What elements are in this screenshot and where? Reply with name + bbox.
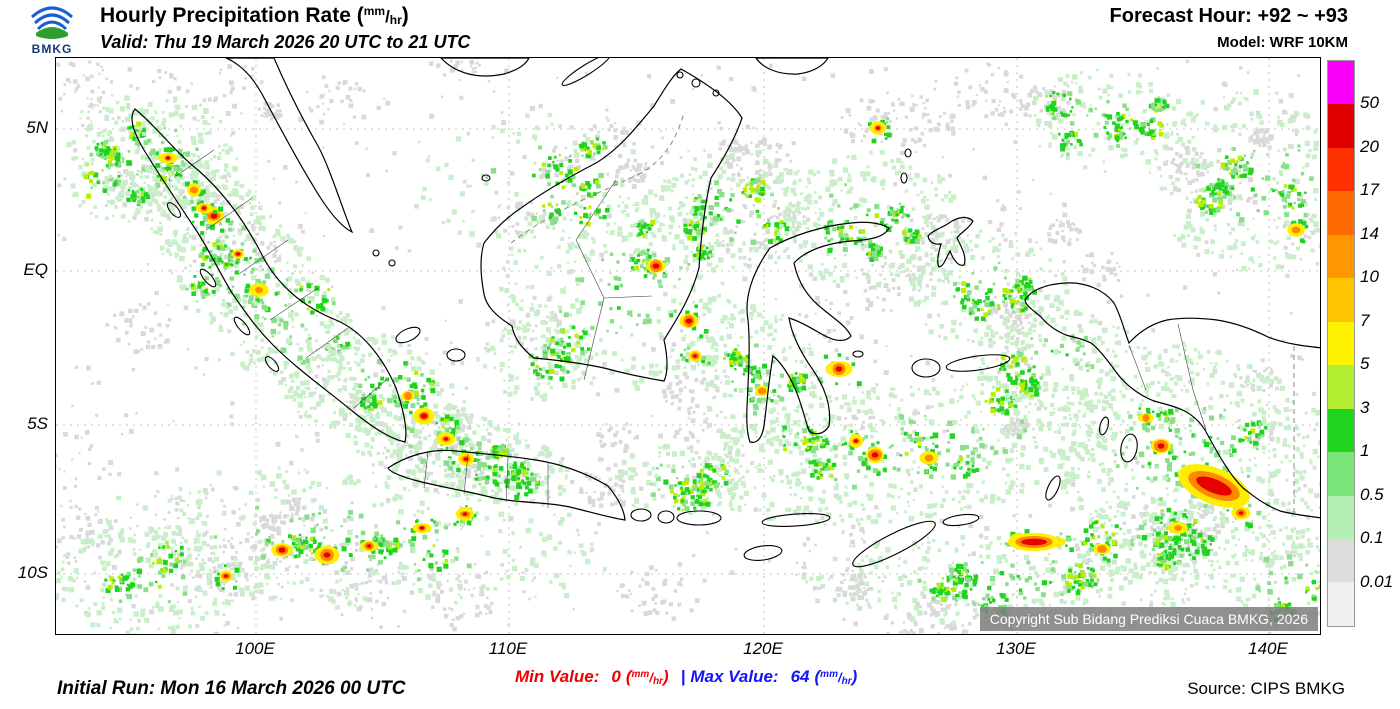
island-outline	[852, 520, 936, 568]
island-outline	[676, 71, 684, 79]
island-outline	[388, 259, 396, 267]
title-text: Hourly Precipitation Rate	[100, 4, 357, 27]
coastline-path	[927, 216, 974, 268]
legend-color-swatch	[1328, 61, 1354, 105]
legend-color-swatch	[1328, 365, 1354, 409]
legend-color-swatch	[1328, 191, 1354, 235]
initial-run-text: Initial Run: Mon 16 March 2026 00 UTC	[57, 678, 406, 699]
bmkg-logo-block: BMKG	[14, 3, 90, 56]
forecast-hour-text: Forecast Hour: +92 ~ +93	[1109, 5, 1348, 27]
legend-value: 0.1	[1360, 528, 1384, 548]
island-outline	[264, 356, 280, 372]
bmkg-logo-icon	[30, 6, 74, 39]
lon-label: 120E	[743, 639, 783, 658]
precipitation-map	[56, 58, 1320, 634]
island-outline	[942, 513, 980, 527]
coastlines	[131, 58, 1320, 568]
island-outline	[945, 354, 1011, 372]
legend-value: 10	[1360, 267, 1379, 287]
title-unit: (mm/hr)	[356, 4, 409, 27]
coastline-path	[440, 58, 530, 77]
min-value-label: Min Value:	[515, 667, 600, 686]
min-value: 0	[611, 667, 621, 686]
lat-label: 10S	[17, 563, 48, 582]
precipitation-legend	[1327, 60, 1355, 627]
coastline-path	[755, 58, 829, 75]
legend-value: 20	[1360, 136, 1379, 156]
legend-value: 1	[1360, 441, 1370, 461]
max-value-label: Max Value:	[690, 667, 779, 686]
island-outline	[676, 510, 722, 526]
heavy-rain-cells	[155, 117, 1309, 590]
coastline-path	[1024, 282, 1320, 519]
legend-value: 0.5	[1360, 484, 1384, 504]
legend-color-swatch	[1328, 452, 1354, 496]
legend-color-swatch	[1328, 408, 1354, 453]
admin-borders	[175, 112, 1295, 516]
legend-color-swatch	[1328, 538, 1354, 583]
legend-value: 7	[1360, 310, 1370, 330]
island-outline	[561, 58, 611, 86]
legend-color-swatch	[1328, 278, 1354, 322]
island-outline	[630, 508, 652, 522]
island-outline	[712, 89, 720, 97]
island-outline	[481, 174, 491, 182]
island-outline	[199, 268, 217, 288]
rain-areas	[56, 68, 1320, 634]
island-outline	[166, 202, 182, 218]
legend-value: 50	[1360, 93, 1379, 113]
legend-color-swatch	[1328, 104, 1354, 148]
bmkg-logo-text: BMKG	[31, 42, 73, 56]
lon-label: 130E	[996, 639, 1036, 658]
island-outline	[1120, 433, 1138, 463]
island-outline	[446, 348, 466, 362]
coastline-path	[387, 449, 626, 521]
valid-time-text: Valid: Thu 19 March 2026 20 UTC to 21 UT…	[100, 32, 471, 52]
island-outline	[904, 148, 912, 158]
legend-color-swatch	[1328, 495, 1354, 539]
model-text: Model: WRF 10KM	[1217, 34, 1348, 51]
legend-value: 14	[1360, 223, 1379, 243]
legend-value: 0.01	[1360, 571, 1394, 591]
island-outline	[395, 326, 421, 344]
lon-label: 100E	[235, 639, 275, 658]
legend-value: 17	[1360, 180, 1379, 200]
legend-color-swatch	[1328, 582, 1354, 626]
map-frame: Copyright Sub Bidang Prediksi Cuaca BMKG…	[55, 57, 1321, 635]
max-value: 64	[790, 667, 810, 686]
island-outline	[900, 172, 908, 184]
lon-label: 140E	[1248, 639, 1288, 658]
coastline-path	[746, 221, 890, 443]
island-outline	[233, 316, 251, 336]
page-title: Hourly Precipitation Rate (mm/hr)	[100, 4, 409, 28]
legend-color-swatch	[1328, 321, 1354, 366]
source-text: Source: CIPS BMKG	[1187, 679, 1345, 698]
island-outline	[761, 513, 831, 527]
lon-label: 110E	[488, 639, 528, 658]
copyright-text: Copyright Sub Bidang Prediksi Cuaca BMKG…	[979, 607, 1318, 631]
coastline-path	[131, 108, 407, 443]
legend-color-swatch	[1328, 147, 1354, 192]
lat-label: 5N	[26, 118, 48, 137]
separator: |	[680, 667, 686, 686]
legend-color-swatch	[1328, 234, 1354, 279]
island-outline	[852, 350, 864, 358]
coastline-path	[225, 58, 354, 234]
min-unit: (mm/hr)	[625, 667, 669, 687]
max-unit: (mm/hr)	[814, 667, 858, 687]
island-outline	[691, 78, 701, 88]
lat-label: EQ	[23, 260, 48, 279]
lat-label: 5S	[27, 414, 48, 433]
island-outline	[911, 358, 941, 378]
island-outline	[1098, 416, 1110, 436]
legend-value: 5	[1360, 354, 1370, 374]
island-outline	[657, 510, 675, 524]
island-outline	[1045, 475, 1061, 501]
island-outline	[743, 545, 783, 561]
min-max-values: Min Value: 0 (mm/hr) | Max Value: 64 (mm/hr)	[515, 667, 857, 687]
coastline-path	[480, 68, 743, 382]
island-outline	[372, 249, 380, 257]
legend-value: 3	[1360, 397, 1370, 417]
